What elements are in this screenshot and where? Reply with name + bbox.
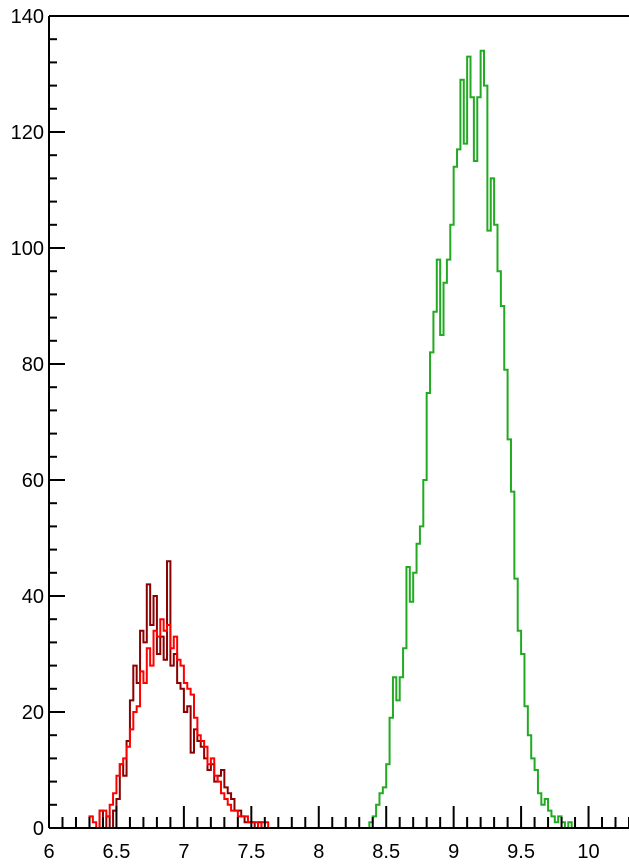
y-tick-label: 20 bbox=[22, 702, 44, 724]
histogram-series-3 bbox=[352, 49, 576, 829]
y-tick-label: 60 bbox=[22, 470, 44, 492]
axes-layer bbox=[48, 15, 629, 829]
x-tick-label: 7 bbox=[178, 841, 189, 863]
x-tick-label: 9.5 bbox=[507, 841, 535, 863]
x-tick-label: 8.5 bbox=[372, 841, 400, 863]
x-tick-label: 8 bbox=[313, 841, 324, 863]
x-tick-label: 7.5 bbox=[237, 841, 265, 863]
x-tick-label: 10 bbox=[577, 841, 599, 863]
x-tick-label: 6.5 bbox=[103, 841, 131, 863]
y-tick-label: 140 bbox=[11, 6, 44, 28]
series-layer bbox=[88, 49, 576, 829]
y-tick-label: 80 bbox=[22, 354, 44, 376]
y-tick-label: 0 bbox=[33, 818, 44, 840]
x-tick-label: 6 bbox=[43, 841, 54, 863]
y-tick-label: 40 bbox=[22, 586, 44, 608]
histogram-series-1 bbox=[96, 560, 265, 829]
y-tick-label: 100 bbox=[11, 238, 44, 260]
y-tick-label: 120 bbox=[11, 122, 44, 144]
x-tick-label: 9 bbox=[448, 841, 459, 863]
ticks-layer bbox=[48, 15, 629, 829]
histogram-series-2 bbox=[88, 618, 272, 829]
